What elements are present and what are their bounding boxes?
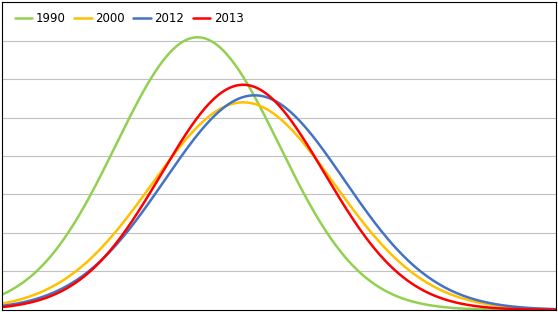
1990	[194, 35, 201, 39]
Line: 2000: 2000	[2, 102, 556, 309]
Legend: 1990, 2000, 2012, 2013: 1990, 2000, 2012, 2013	[10, 7, 248, 30]
2012	[0, 304, 6, 308]
2013	[431, 294, 438, 298]
2012	[55, 288, 62, 292]
1990	[55, 244, 62, 248]
2000	[243, 101, 250, 105]
2000	[55, 281, 62, 285]
2000	[240, 100, 247, 104]
Line: 2012: 2012	[2, 95, 556, 309]
1990	[379, 288, 386, 291]
2013	[441, 297, 448, 301]
2012	[379, 231, 386, 235]
1990	[243, 80, 250, 84]
1990	[552, 308, 558, 312]
2012	[431, 280, 438, 283]
2012	[251, 93, 258, 97]
2013	[243, 83, 250, 87]
1990	[223, 52, 230, 56]
2013	[223, 88, 229, 91]
1990	[0, 293, 6, 296]
2000	[223, 104, 229, 108]
2013	[240, 83, 247, 87]
2013	[552, 308, 558, 312]
2000	[552, 307, 558, 311]
2013	[379, 256, 386, 260]
Line: 2013: 2013	[2, 85, 556, 310]
Line: 1990: 1990	[2, 37, 556, 310]
1990	[441, 305, 448, 309]
2012	[441, 285, 448, 289]
2000	[441, 290, 448, 294]
2000	[0, 302, 6, 305]
2013	[55, 291, 62, 295]
2012	[552, 307, 558, 311]
1990	[431, 304, 438, 308]
2012	[243, 95, 249, 98]
2000	[379, 244, 386, 248]
2000	[431, 285, 438, 289]
2013	[0, 305, 6, 309]
2012	[223, 104, 229, 108]
